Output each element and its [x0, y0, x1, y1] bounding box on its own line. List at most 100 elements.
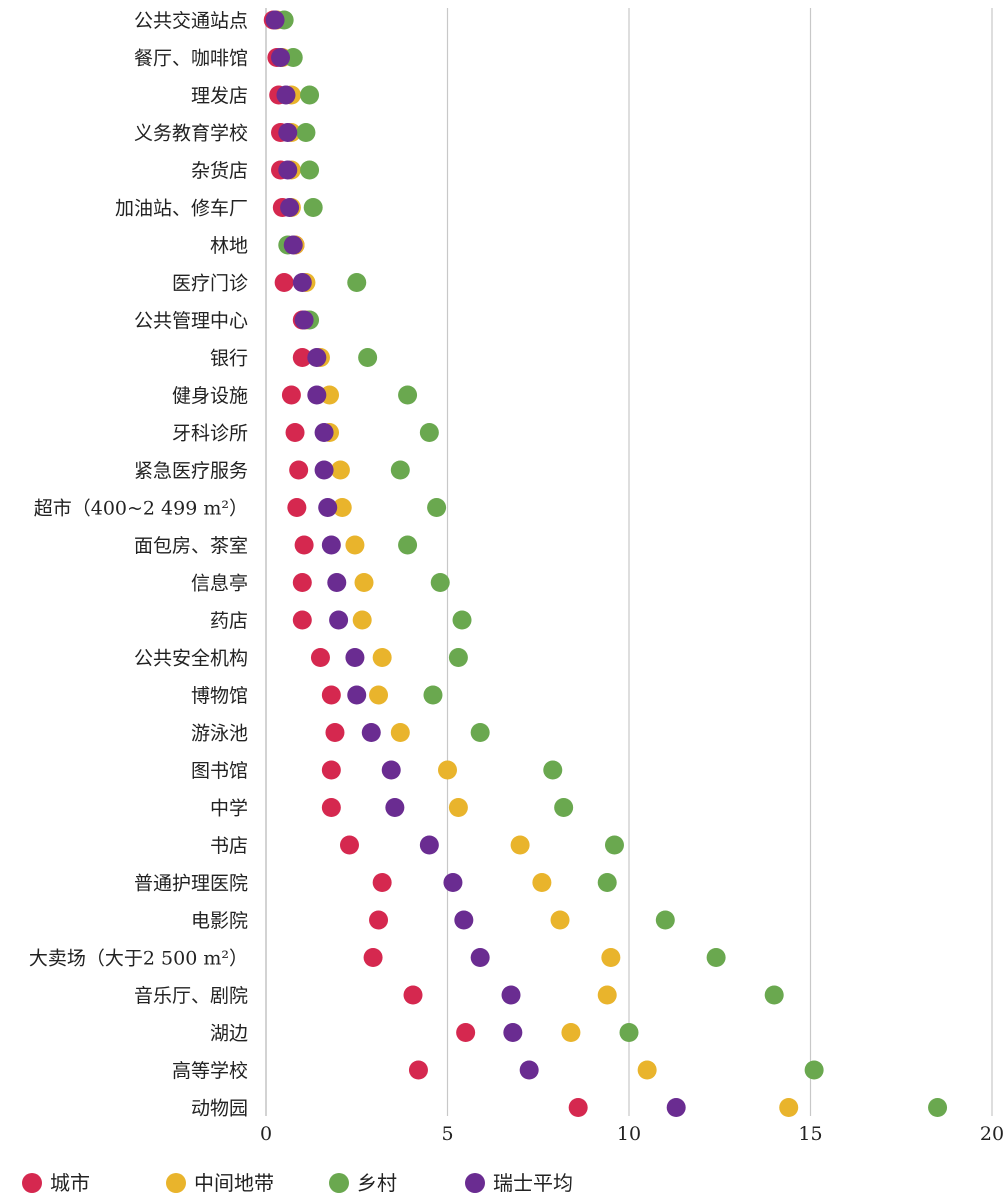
grid-layer	[265, 8, 993, 1116]
data-point	[438, 760, 457, 780]
data-point	[456, 1023, 476, 1042]
legend-item-3: 瑞士平均	[465, 1171, 573, 1195]
data-point	[339, 835, 359, 855]
data-point	[281, 385, 301, 405]
category-label: 大卖场（大于2 500 m²）	[29, 948, 248, 970]
category-label: 音乐厅、剧院	[134, 985, 248, 1007]
category-label: 普通护理医院	[134, 873, 248, 895]
data-point	[347, 273, 367, 292]
data-point	[361, 723, 381, 742]
data-point	[532, 873, 552, 892]
data-point	[764, 985, 784, 1005]
category-label: 动物园	[191, 1098, 248, 1120]
data-point	[390, 723, 410, 742]
data-point	[294, 310, 314, 330]
legend-label: 城市	[50, 1171, 90, 1195]
data-point	[292, 573, 312, 592]
data-point	[303, 198, 323, 217]
legend-item-1: 中间地带	[166, 1171, 274, 1195]
data-point	[372, 648, 392, 667]
data-point	[283, 235, 303, 255]
category-label: 餐厅、咖啡馆	[134, 48, 248, 70]
category-label: 银行	[210, 348, 248, 370]
category-label: 药店	[210, 610, 248, 632]
data-point	[372, 873, 392, 892]
legend-label: 中间地带	[194, 1171, 274, 1195]
data-point	[358, 348, 378, 367]
category-label: 湖边	[210, 1023, 248, 1045]
data-point	[345, 535, 365, 555]
data-point	[330, 460, 350, 480]
legend-label: 瑞士平均	[493, 1171, 573, 1195]
data-point	[503, 1023, 523, 1042]
data-point	[332, 498, 352, 517]
data-point	[292, 610, 312, 630]
x-tick-label: 0	[260, 1123, 272, 1145]
x-axis-ticks: 0 5 10 15 20	[260, 1123, 1004, 1145]
data-point	[928, 1098, 948, 1117]
data-point	[519, 1060, 539, 1080]
data-point	[543, 760, 563, 780]
data-point	[448, 798, 468, 817]
data-point	[294, 535, 314, 555]
category-label: 杂货店	[191, 160, 248, 182]
data-point	[597, 985, 617, 1005]
legend-item-2: 乡村	[329, 1171, 397, 1195]
data-point	[307, 385, 327, 405]
data-point	[314, 423, 334, 442]
data-point	[321, 798, 341, 817]
data-point	[554, 798, 574, 817]
data-point	[278, 160, 298, 180]
category-label: 博物馆	[191, 685, 248, 707]
data-point	[369, 910, 389, 930]
data-point	[300, 160, 320, 180]
data-points	[263, 10, 948, 1117]
data-point	[403, 985, 423, 1005]
data-point	[285, 423, 305, 442]
series-3	[265, 10, 686, 1117]
category-label: 超市（400~2 499 m²）	[34, 498, 248, 520]
data-point	[419, 423, 439, 442]
data-point	[706, 948, 726, 967]
data-point	[287, 498, 307, 517]
data-point	[454, 910, 474, 930]
data-point	[271, 48, 291, 67]
category-label: 健身设施	[172, 385, 248, 407]
category-label: 面包房、茶室	[134, 535, 248, 557]
data-point	[325, 723, 345, 742]
data-point	[321, 760, 341, 780]
x-tick-label: 20	[980, 1123, 1004, 1145]
data-point	[470, 723, 490, 742]
data-point	[601, 948, 621, 967]
data-point	[604, 835, 624, 855]
data-point	[307, 348, 327, 367]
data-point	[292, 273, 312, 292]
category-label: 义务教育学校	[134, 123, 248, 145]
data-point	[345, 648, 365, 667]
category-label: 紧急医疗服务	[134, 460, 248, 482]
category-label: 游泳池	[191, 723, 248, 745]
category-label: 牙科诊所	[172, 423, 248, 445]
data-point	[470, 948, 490, 967]
x-tick-label: 15	[798, 1123, 822, 1145]
data-point	[321, 535, 341, 555]
data-point	[385, 798, 405, 817]
data-point	[561, 1023, 581, 1042]
data-point	[276, 85, 296, 105]
data-point	[327, 573, 347, 592]
data-point	[597, 873, 617, 892]
data-point	[779, 1098, 799, 1117]
category-label: 公共安全机构	[134, 648, 248, 670]
legend-marker	[166, 1173, 186, 1193]
data-point	[430, 573, 450, 592]
legend-label: 乡村	[357, 1171, 397, 1195]
data-point	[390, 460, 410, 480]
category-label: 高等学校	[172, 1060, 248, 1082]
category-label: 理发店	[191, 85, 248, 107]
x-tick-label: 10	[617, 1123, 641, 1145]
category-label: 图书馆	[191, 760, 248, 782]
data-point	[310, 648, 330, 667]
data-point	[347, 685, 367, 705]
